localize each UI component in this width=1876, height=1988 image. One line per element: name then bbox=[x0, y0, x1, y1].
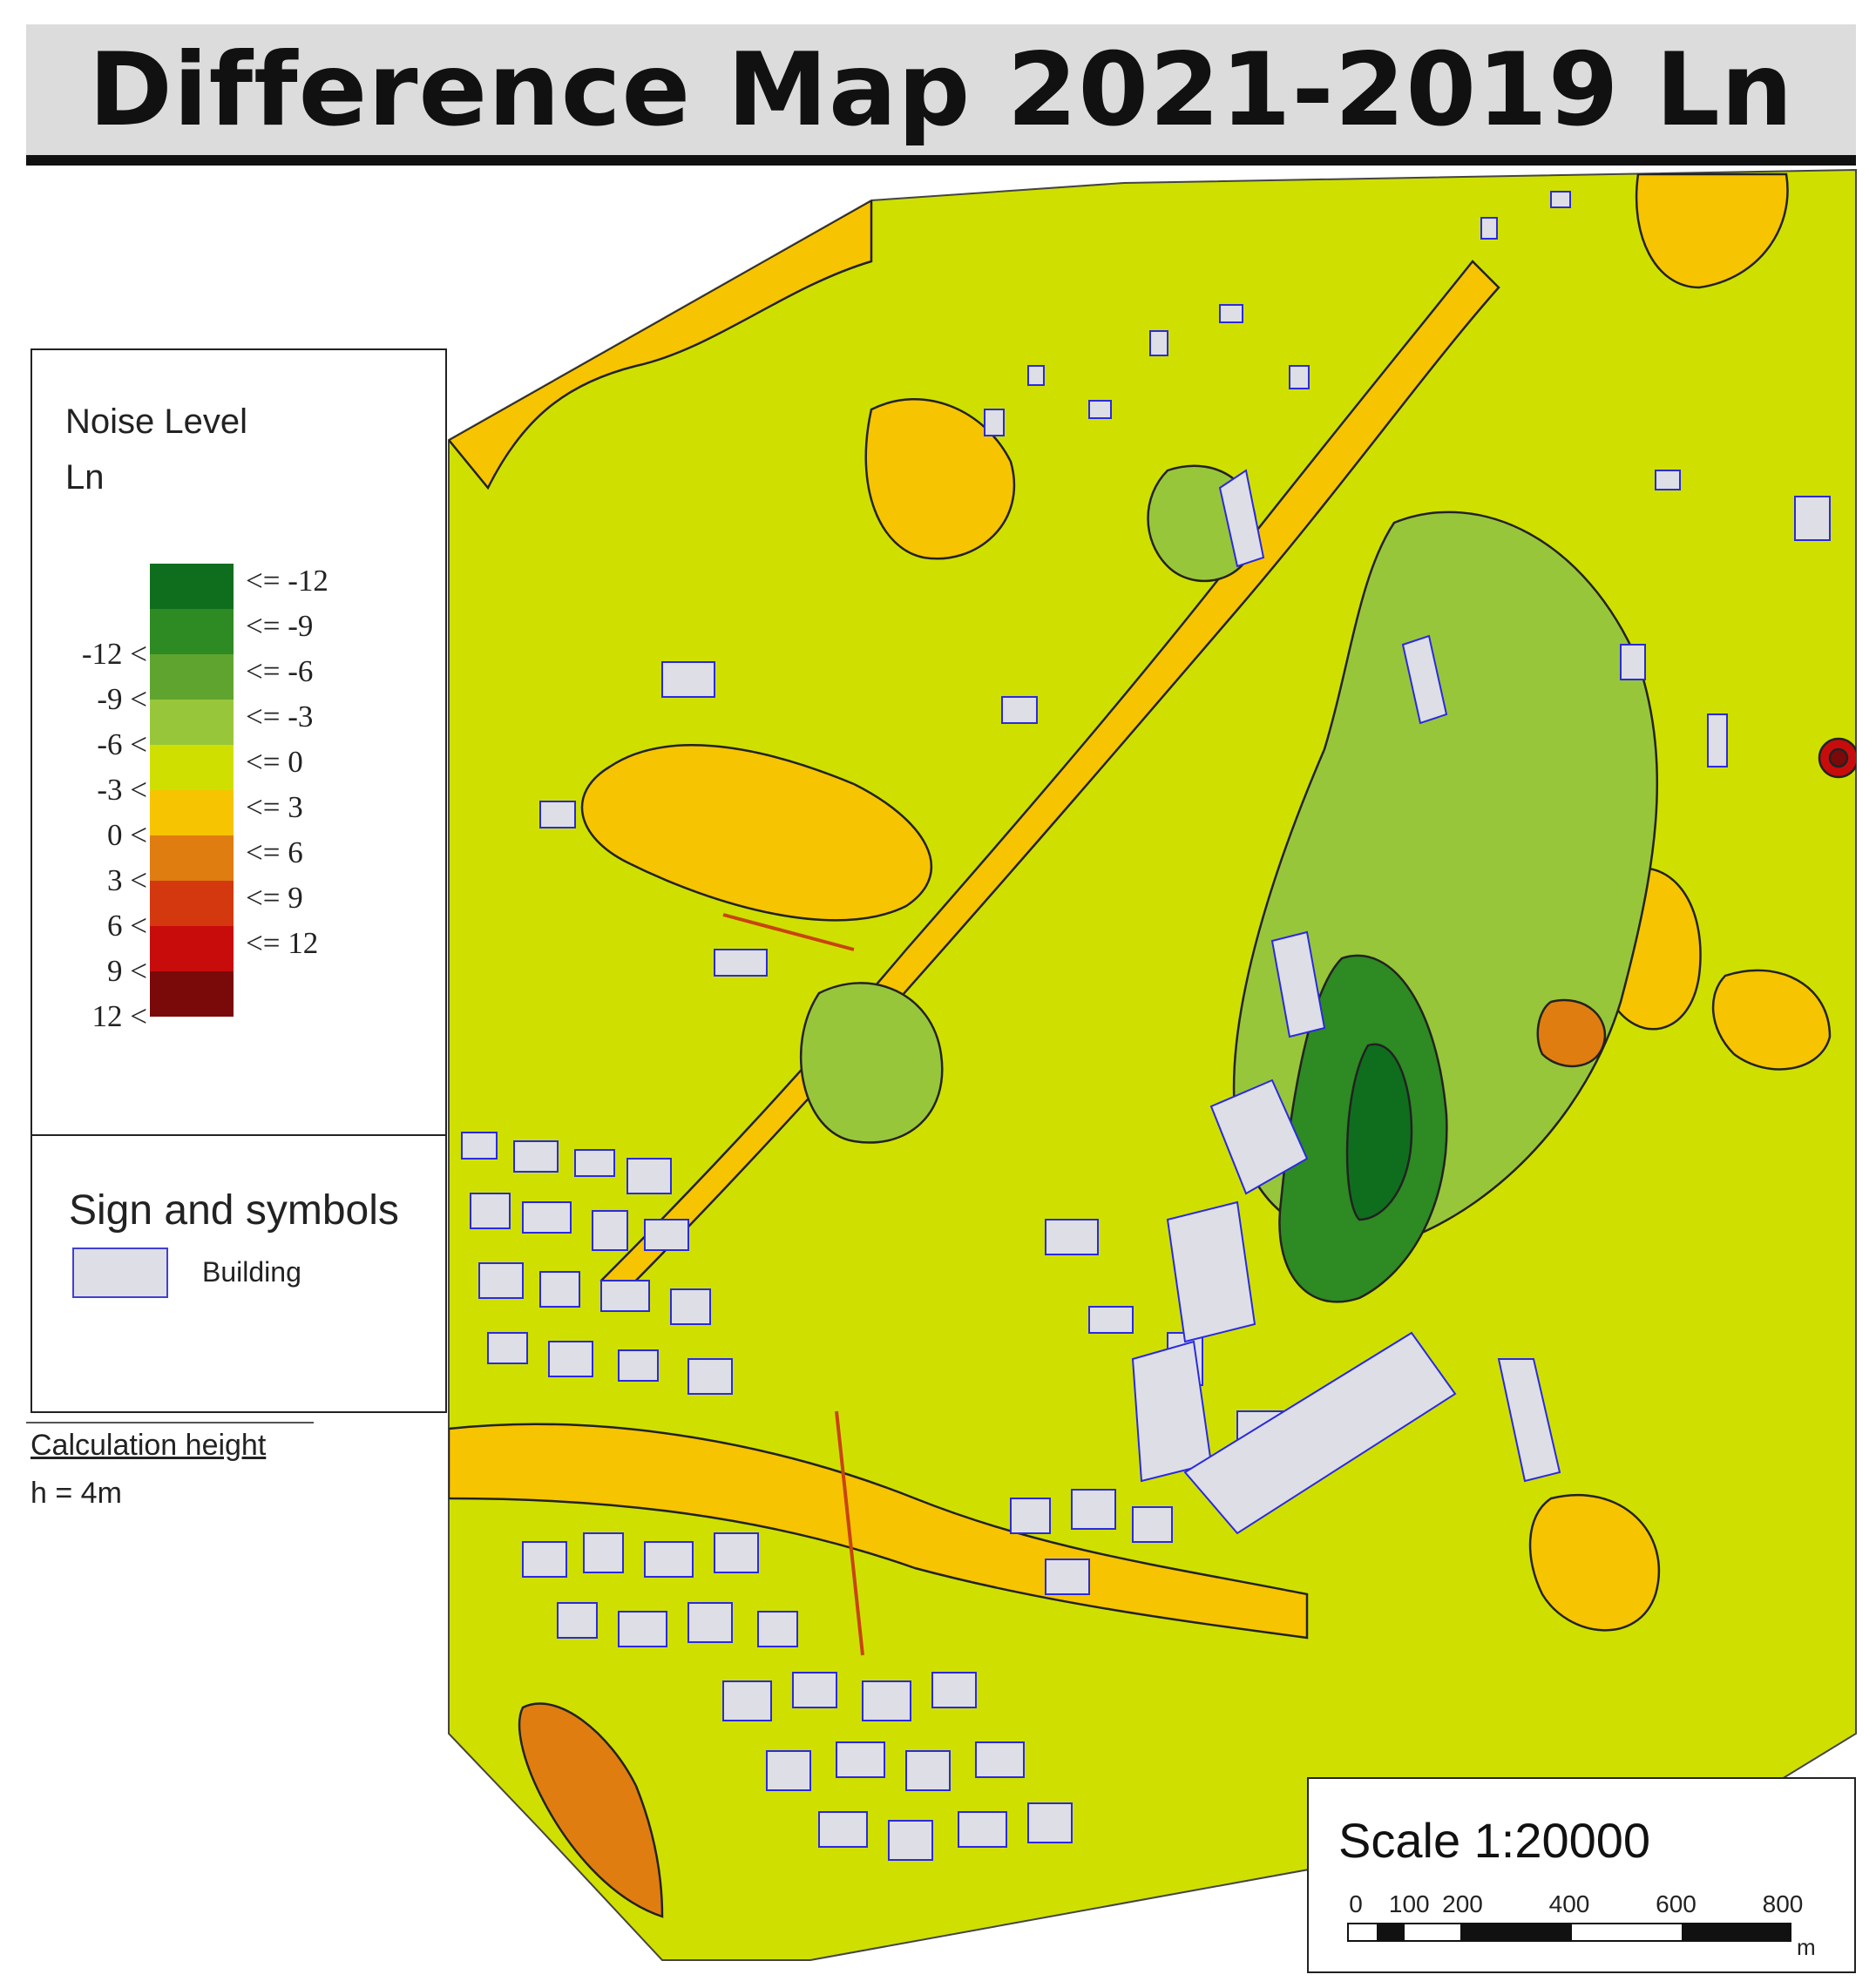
scale-tick-label: 800 bbox=[1762, 1890, 1804, 1917]
map-extent bbox=[448, 168, 1857, 1961]
legend-swatch bbox=[150, 790, 234, 835]
calculation-height-heading: Calculation height bbox=[30, 1429, 267, 1462]
positive-blob-ne bbox=[1635, 172, 1789, 289]
legend-divider bbox=[32, 1134, 445, 1136]
legend-upper-bound: <= 12 bbox=[246, 926, 319, 960]
positive-blob-right bbox=[1711, 969, 1832, 1071]
industrial-buildings bbox=[1131, 469, 1561, 1535]
legend-swatch bbox=[150, 700, 234, 745]
legend-lower-bound: -6 < bbox=[97, 727, 147, 761]
scale-bar-segment bbox=[1682, 1924, 1790, 1940]
legend-title-line2: Ln bbox=[65, 458, 105, 497]
positive-band-north bbox=[449, 198, 873, 490]
legend-lower-bound: 9 < bbox=[107, 954, 147, 988]
positive-band-south bbox=[449, 1423, 1309, 1640]
map-title: Difference Map 2021-2019 Ln bbox=[88, 30, 1794, 149]
legend-swatch bbox=[150, 745, 234, 790]
scale-tick-label: 400 bbox=[1548, 1890, 1590, 1917]
building-swatch bbox=[72, 1248, 168, 1298]
positive-blob-center bbox=[864, 397, 1016, 560]
scale-tick-label: 600 bbox=[1656, 1890, 1697, 1917]
scale-unit: m bbox=[1797, 1934, 1816, 1960]
legend-upper-bound: <= -3 bbox=[246, 700, 314, 734]
scale-tick-label: 0 bbox=[1349, 1890, 1363, 1917]
scale-title: Scale 1:20000 bbox=[1338, 1813, 1651, 1868]
scale-bar-segment bbox=[1377, 1924, 1405, 1940]
legend-swatch bbox=[150, 609, 234, 654]
title-underline bbox=[26, 155, 1856, 166]
legend-title-line1: Noise Level bbox=[65, 402, 248, 441]
scale-bar bbox=[1347, 1923, 1791, 1942]
legend-lower-bound: -12 < bbox=[81, 637, 147, 671]
legend-lower-bound: 0 < bbox=[107, 818, 147, 852]
positive-blob-se bbox=[1528, 1493, 1661, 1632]
calculation-height-value: h = 4m bbox=[30, 1477, 122, 1510]
legend-upper-bound: <= 0 bbox=[246, 745, 303, 779]
building-label: Building bbox=[202, 1256, 301, 1288]
city-blocks-southwest bbox=[461, 1132, 1173, 1861]
negative-zone-west bbox=[800, 982, 944, 1144]
legend-swatch bbox=[150, 835, 234, 881]
signs-title: Sign and symbols bbox=[69, 1187, 399, 1234]
legend-lower-bound: 3 < bbox=[107, 863, 147, 897]
legend-panel: Noise Level Ln <= -12 -12 < <= -9 -9 < <= -6… bbox=[30, 348, 447, 1413]
legend-lower-bound: -9 < bbox=[97, 682, 147, 716]
scale-bar-segment bbox=[1460, 1924, 1572, 1940]
legend-upper-bound: <= 3 bbox=[246, 790, 303, 824]
legend-swatch bbox=[150, 926, 234, 971]
scale-tick-label: 100 bbox=[1388, 1890, 1430, 1917]
legend-swatches bbox=[150, 564, 234, 1017]
legend-lower-bound: 6 < bbox=[107, 909, 147, 943]
legend-lower-bound: -3 < bbox=[97, 773, 147, 807]
orange-zone-southwest bbox=[518, 1702, 664, 1918]
legend-swatch bbox=[150, 881, 234, 926]
roads bbox=[722, 913, 864, 1656]
legend-upper-bound: <= 6 bbox=[246, 835, 303, 869]
positive-band-west bbox=[580, 744, 933, 922]
legend-title: Noise Level Ln bbox=[65, 394, 247, 505]
legend-swatch bbox=[150, 654, 234, 700]
orange-zone-east bbox=[1536, 998, 1607, 1068]
legend-upper-bound: <= -12 bbox=[246, 564, 328, 598]
calc-rule bbox=[26, 1422, 314, 1423]
legend-lower-bound: 12 < bbox=[91, 999, 148, 1033]
legend-upper-bound: <= -6 bbox=[246, 654, 314, 688]
negative-zone-park-2 bbox=[1345, 1043, 1413, 1221]
title-bar: Difference Map 2021-2019 Ln bbox=[26, 24, 1856, 155]
legend-swatch bbox=[150, 971, 234, 1017]
scale-box: Scale 1:20000 0 100 200 400 600 800 m bbox=[1307, 1777, 1856, 1973]
legend-upper-bound: <= -9 bbox=[246, 609, 314, 643]
legend-swatch bbox=[150, 564, 234, 609]
scale-tick-label: 200 bbox=[1442, 1890, 1483, 1917]
legend-upper-bound: <= 9 bbox=[246, 881, 303, 915]
dark-red-hotspot bbox=[1828, 747, 1849, 768]
